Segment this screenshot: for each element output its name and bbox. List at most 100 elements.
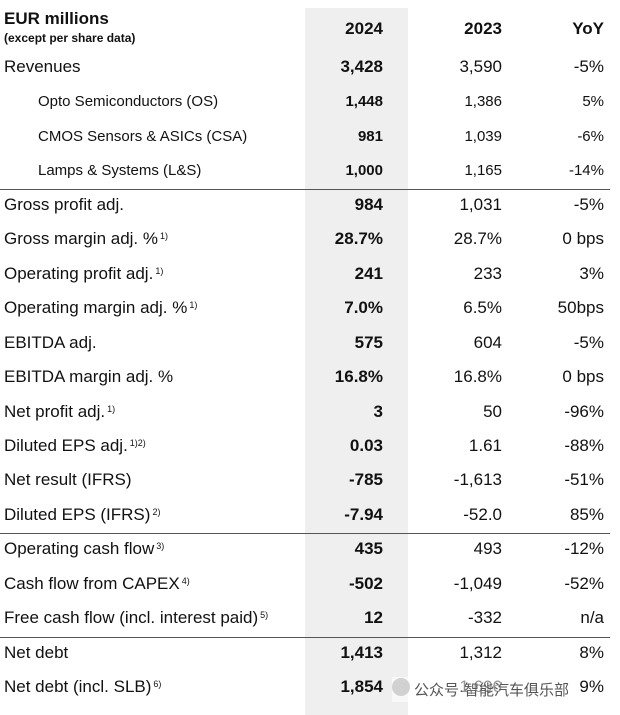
- label-text: Net debt (incl. SLB): [4, 677, 152, 697]
- cell-value: 85%: [569, 504, 604, 524]
- cell-value: n/a: [580, 608, 604, 628]
- cell-value: -14%: [568, 162, 604, 180]
- row-label: Net profit adj. 1): [4, 402, 115, 422]
- cell-value: 1,448: [345, 93, 383, 111]
- cell-value: 604: [473, 332, 502, 352]
- cell-value: 233: [473, 263, 502, 283]
- label-text: Operating cash flow: [4, 539, 155, 559]
- label-text: Net profit adj.: [4, 401, 106, 421]
- label-text: EBITDA adj.: [4, 332, 97, 352]
- cell-value: -7.94: [344, 504, 383, 524]
- column-header: 2024: [345, 19, 383, 38]
- cell-value: 1,854: [340, 677, 383, 697]
- cell-value: -52.0: [463, 504, 502, 524]
- cell-value: -88%: [564, 435, 604, 455]
- table-row: Net profit adj. 1) 3 50 -96%: [0, 394, 620, 428]
- cell-value: 3: [373, 401, 383, 421]
- table-subtitle: (except per share data): [4, 31, 136, 45]
- separator-line: [0, 636, 610, 638]
- table-row: Diluted EPS (IFRS) 2) -7.94 -52.0 85%: [0, 497, 620, 531]
- cell-value: 0.03: [349, 435, 383, 455]
- footnote-ref: 3): [156, 541, 165, 552]
- column-header: YoY: [572, 19, 604, 38]
- cell-value: 0 bps: [562, 367, 604, 387]
- row-label: CMOS Sensors & ASICs (CSA): [38, 128, 247, 145]
- cell-value: -51%: [564, 470, 604, 490]
- row-label: Opto Semiconductors (OS): [38, 93, 218, 110]
- cell-value: 50: [483, 401, 502, 421]
- cell-value: 50bps: [557, 298, 604, 318]
- label-text: Diluted EPS (IFRS): [4, 504, 151, 524]
- label-text: Opto Semiconductors (OS): [38, 93, 219, 111]
- watermark: 公众号·智能汽车俱乐部: [392, 677, 573, 702]
- label-text: CMOS Sensors & ASICs (CSA): [38, 127, 248, 145]
- cell-value: -5%: [573, 57, 604, 76]
- table-row: Net result (IFRS) -785 -1,613 -51%: [0, 462, 620, 496]
- footnote-ref: 1): [155, 265, 164, 276]
- footnote-ref: 1): [189, 300, 198, 311]
- cell-value: 7.0%: [344, 298, 383, 318]
- cell-value: -502: [348, 573, 383, 593]
- table-row: Revenues 3,428 3,590 -5%: [0, 49, 620, 83]
- cell-value: 8%: [579, 642, 604, 662]
- separator-line: [0, 188, 610, 190]
- row-label: Gross profit adj.: [4, 195, 124, 215]
- cell-value: 1,165: [464, 162, 502, 180]
- cell-value: 435: [354, 539, 383, 559]
- cell-value: 3,590: [459, 57, 502, 76]
- row-label: Diluted EPS (IFRS) 2): [4, 505, 160, 525]
- row-label: Operating margin adj. % 1): [4, 298, 197, 318]
- table-row: Opto Semiconductors (OS) 1,448 1,386 5%: [0, 83, 620, 117]
- cell-value: 1,413: [340, 642, 383, 662]
- cell-value: 3%: [579, 263, 604, 283]
- cell-value: 1,039: [464, 127, 502, 145]
- table-row: Lamps & Systems (L&S) 1,000 1,165 -14%: [0, 152, 620, 186]
- cell-value: 1,312: [459, 642, 502, 662]
- table-row: CMOS Sensors & ASICs (CSA) 981 1,039 -6%: [0, 118, 620, 152]
- cell-value: -12%: [564, 539, 604, 559]
- footnote-ref: 1)2): [129, 437, 146, 448]
- cell-value: 1,031: [459, 194, 502, 214]
- row-label: Net debt (incl. SLB) 6): [4, 677, 161, 697]
- cell-value: 12: [364, 608, 383, 628]
- cell-value: -1,613: [453, 470, 502, 490]
- cell-value: -96%: [564, 401, 604, 421]
- cell-value: 3,428: [340, 57, 383, 76]
- row-label: Cash flow from CAPEX 4): [4, 574, 190, 594]
- label-text: Operating margin adj. %: [4, 298, 188, 318]
- label-text: Net result (IFRS): [4, 470, 132, 490]
- row-label: Free cash flow (incl. interest paid) 5): [4, 608, 268, 628]
- row-label: Net result (IFRS): [4, 470, 132, 490]
- cell-value: 0 bps: [562, 229, 604, 249]
- cell-value: 1.61: [468, 435, 502, 455]
- row-label: Gross margin adj. % 1): [4, 229, 168, 249]
- cell-value: 1,000: [345, 162, 383, 180]
- row-label: Lamps & Systems (L&S): [38, 162, 201, 179]
- footnote-ref: 4): [181, 575, 190, 586]
- footnote-ref: 6): [153, 679, 162, 690]
- label-text: EBITDA margin adj. %: [4, 367, 174, 387]
- row-label: Operating cash flow 3): [4, 539, 164, 559]
- table-row: Free cash flow (incl. interest paid) 5) 12…: [0, 600, 620, 634]
- cell-value: 5%: [582, 93, 604, 111]
- label-text: Lamps & Systems (L&S): [38, 162, 202, 180]
- cell-value: 241: [354, 263, 383, 283]
- table-row: Operating profit adj. 1) 241 233 3%: [0, 256, 620, 290]
- table-row: Diluted EPS adj. 1)2) 0.03 1.61 -88%: [0, 428, 620, 462]
- cell-value: -332: [467, 608, 502, 628]
- cell-value: -6%: [577, 127, 604, 145]
- label-text: Revenues: [4, 57, 81, 76]
- footnote-ref: 5): [260, 610, 269, 621]
- table-row: Gross margin adj. % 1) 28.7% 28.7% 0 bps: [0, 221, 620, 255]
- table-row: Cash flow from CAPEX 4) -502 -1,049 -52%: [0, 566, 620, 600]
- footnote-ref: 1): [107, 403, 116, 414]
- cell-value: -5%: [573, 332, 604, 352]
- cell-value: 28.7%: [453, 229, 502, 249]
- cell-value: 16.8%: [453, 367, 502, 387]
- cell-value: 981: [357, 127, 383, 145]
- label-text: Gross margin adj. %: [4, 229, 158, 249]
- cell-value: 28.7%: [334, 229, 383, 249]
- table-title: EUR millions: [4, 9, 109, 28]
- highlight-column: [305, 8, 408, 715]
